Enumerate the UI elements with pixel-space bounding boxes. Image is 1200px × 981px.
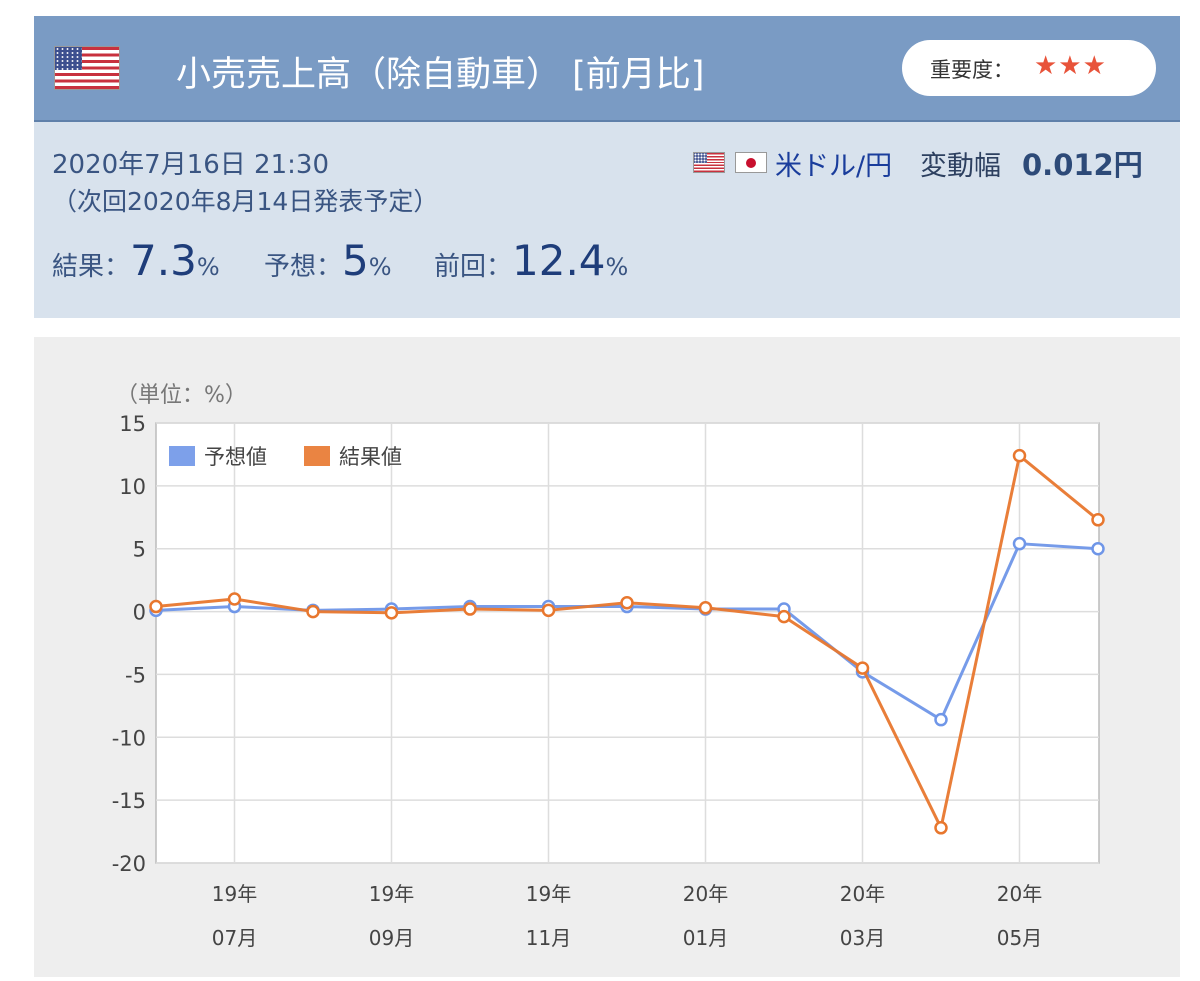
y-tick-label: -20 [112,852,146,876]
x-tick-month: 09月 [369,926,414,950]
forecast-result: 予想：5% [264,236,392,285]
x-tick-year: 19年 [212,882,257,906]
range-value: 0.012円 [1022,148,1143,182]
chart-panel: （単位：%） 15 10 5 0 -5 -10 -15 -20 19年 07月 19年 09月 19年 1… [34,337,1180,977]
legend-forecast-swatch [167,444,197,468]
forecast-point [1091,541,1105,556]
x-tick-year: 19年 [369,882,414,906]
actual-point [855,661,870,675]
actual-point [777,609,791,624]
us-flag-icon [693,152,725,173]
range-label: 変動幅 [920,151,1001,182]
release-datetime: 2020年7月16日 21:30 [52,150,329,180]
plot-area [155,422,1100,864]
next-release: （次回2020年8月14日発表予定） [52,187,439,216]
previous-value: 12.4 [512,236,606,285]
actual-point [463,602,477,616]
y-tick-label: -10 [112,726,146,750]
indicator-header: 小売売上高（除自動車） [前月比] 重要度： ★★★ [34,16,1180,122]
importance-badge: 重要度： ★★★ [902,40,1156,96]
actual-point [306,604,320,619]
jp-flag-icon [735,152,767,173]
legend-forecast-label: 予想値 [204,445,267,469]
us-flag-icon [54,46,120,90]
legend-actual-label: 結果値 [339,445,402,469]
x-tick-year: 20年 [997,882,1042,906]
legend-actual-swatch [302,444,332,468]
actual-point [227,592,242,606]
y-tick-label: -5 [125,663,146,687]
actual-label: 結果： [52,252,131,282]
x-tick-year: 20年 [683,882,728,906]
forecast-label: 予想： [264,252,343,282]
forecast-value: 5 [342,236,369,285]
previous-label: 前回： [434,252,513,282]
x-tick-month: 05月 [997,926,1042,950]
star-icon: ★★★ [1034,51,1107,81]
forecast-point [934,712,948,727]
x-tick-month: 11月 [526,926,571,950]
line-chart: （単位：%） 15 10 5 0 -5 -10 -15 -20 19年 07月 19年 09月 19年 1… [112,383,1105,950]
actual-point [1091,513,1105,527]
y-tick-label: -15 [112,789,146,813]
release-info-panel: 2020年7月16日 21:30 （次回2020年8月14日発表予定） 米ドル/… [34,122,1180,318]
y-tick-label: 15 [119,412,146,436]
forecast-point [1012,536,1027,551]
forecast-unit: % [368,253,392,281]
x-tick-month: 01月 [683,926,728,950]
importance-label: 重要度： [930,58,1014,82]
actual-point [934,821,948,835]
actual-unit: % [196,253,220,281]
actual-point [541,603,556,618]
x-tick-month: 03月 [840,926,885,950]
y-tick-label: 10 [119,475,146,499]
actual-point [149,599,163,614]
y-tick-label: 0 [133,601,146,625]
y-tick-label: 5 [133,538,146,562]
actual-result: 結果：7.3% [52,236,220,285]
unit-label: （単位：%） [116,383,247,408]
x-tick-month: 07月 [212,926,257,950]
actual-value: 7.3 [130,236,197,285]
indicator-title: 小売売上高（除自動車） [前月比] [176,55,705,95]
x-tick-year: 19年 [526,882,571,906]
currency-pair-link[interactable]: 米ドル/円 [775,151,893,182]
previous-result: 前回：12.4% [434,236,628,285]
actual-point [698,601,713,615]
actual-point [384,606,399,620]
actual-point [1012,448,1027,463]
previous-unit: % [605,253,629,281]
actual-point [620,596,634,610]
x-tick-year: 20年 [840,882,885,906]
